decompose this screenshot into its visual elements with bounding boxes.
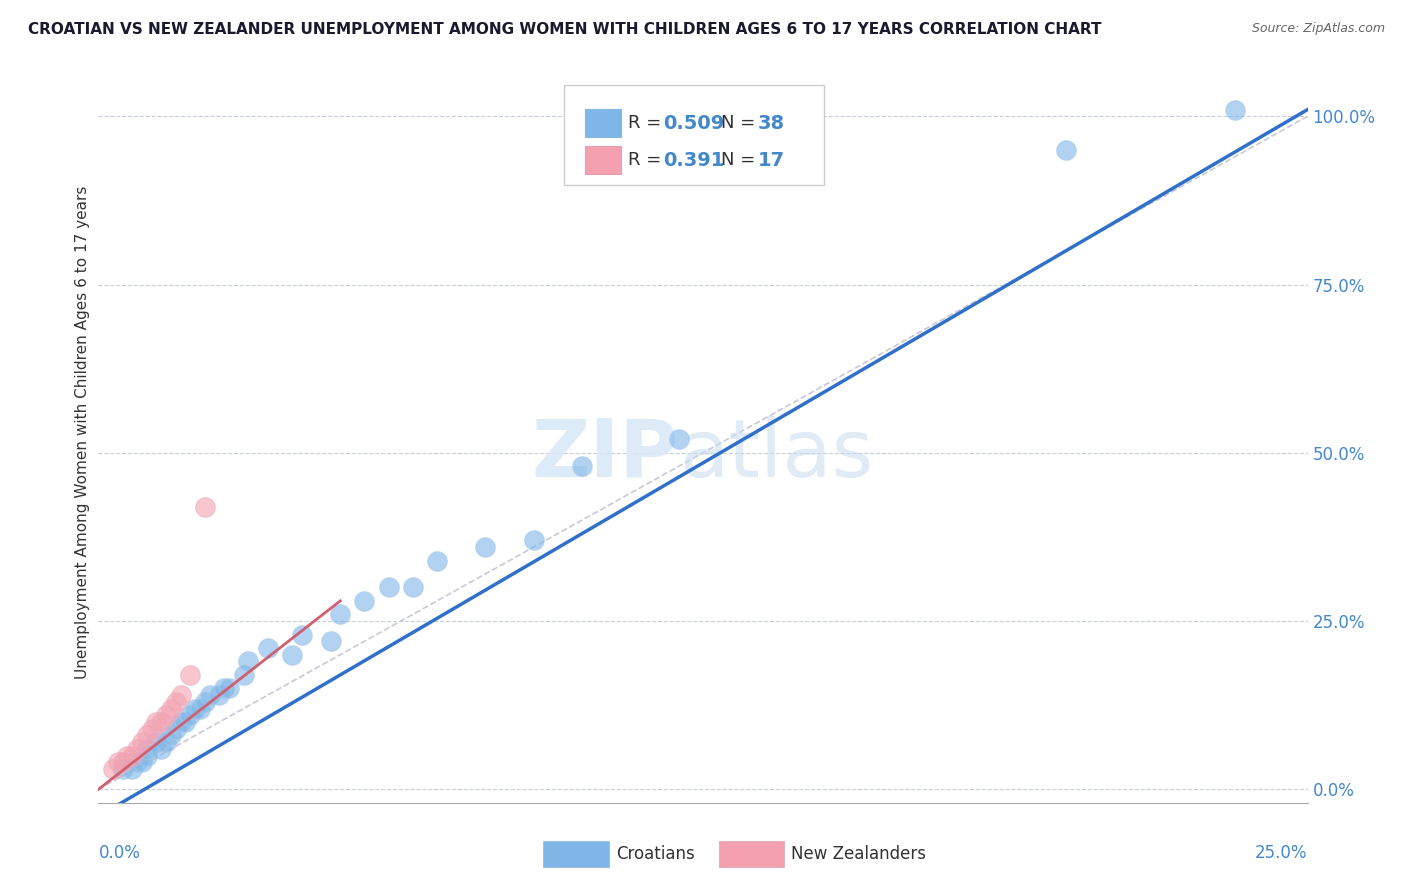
Point xyxy=(194,500,217,514)
Text: 0.0%: 0.0% xyxy=(98,844,141,862)
Point xyxy=(238,655,260,669)
FancyBboxPatch shape xyxy=(543,840,609,867)
Point xyxy=(402,581,425,595)
Point xyxy=(101,762,124,776)
Text: atlas: atlas xyxy=(679,416,873,494)
Point xyxy=(179,708,201,723)
Text: N =: N = xyxy=(721,151,761,169)
Point xyxy=(474,540,496,554)
Point xyxy=(141,722,163,736)
Point xyxy=(135,742,157,756)
Point xyxy=(1054,143,1077,157)
Text: New Zealanders: New Zealanders xyxy=(792,845,927,863)
Point xyxy=(150,714,173,729)
FancyBboxPatch shape xyxy=(718,840,785,867)
Point xyxy=(117,748,139,763)
Point xyxy=(145,735,167,749)
Point xyxy=(169,688,191,702)
Point xyxy=(353,594,375,608)
FancyBboxPatch shape xyxy=(585,146,621,174)
Text: Source: ZipAtlas.com: Source: ZipAtlas.com xyxy=(1251,22,1385,36)
Text: 17: 17 xyxy=(758,151,785,169)
Point xyxy=(160,729,183,743)
Text: 25.0%: 25.0% xyxy=(1256,844,1308,862)
Text: R =: R = xyxy=(628,151,666,169)
Point xyxy=(174,714,197,729)
Text: R =: R = xyxy=(628,114,666,132)
Point xyxy=(290,627,312,641)
Point xyxy=(212,681,235,696)
Point xyxy=(198,688,221,702)
Point xyxy=(184,701,207,715)
Point xyxy=(426,553,449,567)
FancyBboxPatch shape xyxy=(585,109,621,137)
Point xyxy=(232,668,254,682)
Point xyxy=(329,607,352,622)
Point xyxy=(160,701,183,715)
Point xyxy=(281,648,304,662)
Point xyxy=(155,735,177,749)
Point xyxy=(111,756,134,770)
Point xyxy=(131,735,153,749)
Point xyxy=(377,581,399,595)
Point xyxy=(131,756,153,770)
Point xyxy=(169,714,191,729)
Point xyxy=(571,459,593,474)
FancyBboxPatch shape xyxy=(564,85,824,185)
Text: 38: 38 xyxy=(758,113,785,133)
Point xyxy=(188,701,211,715)
Point xyxy=(165,695,187,709)
Point xyxy=(319,634,342,648)
Point xyxy=(121,762,143,776)
Point xyxy=(1223,103,1246,117)
Point xyxy=(135,729,157,743)
Point xyxy=(145,714,167,729)
Point xyxy=(107,756,129,770)
Point xyxy=(111,762,134,776)
Point xyxy=(127,742,149,756)
Point xyxy=(150,742,173,756)
Point xyxy=(523,533,546,548)
Y-axis label: Unemployment Among Women with Children Ages 6 to 17 years: Unemployment Among Women with Children A… xyxy=(75,186,90,680)
Text: 0.509: 0.509 xyxy=(664,113,724,133)
Point xyxy=(256,640,278,655)
Point xyxy=(121,748,143,763)
Point xyxy=(155,708,177,723)
Point xyxy=(208,688,231,702)
Text: N =: N = xyxy=(721,114,761,132)
Point xyxy=(218,681,240,696)
Point xyxy=(165,722,187,736)
Text: Croatians: Croatians xyxy=(616,845,695,863)
Point xyxy=(135,748,157,763)
Point xyxy=(179,668,201,682)
Point xyxy=(668,433,690,447)
Text: ZIP: ZIP xyxy=(531,416,679,494)
Text: CROATIAN VS NEW ZEALANDER UNEMPLOYMENT AMONG WOMEN WITH CHILDREN AGES 6 TO 17 YE: CROATIAN VS NEW ZEALANDER UNEMPLOYMENT A… xyxy=(28,22,1102,37)
Text: 0.391: 0.391 xyxy=(664,151,724,169)
Point xyxy=(194,695,217,709)
Point xyxy=(127,756,149,770)
